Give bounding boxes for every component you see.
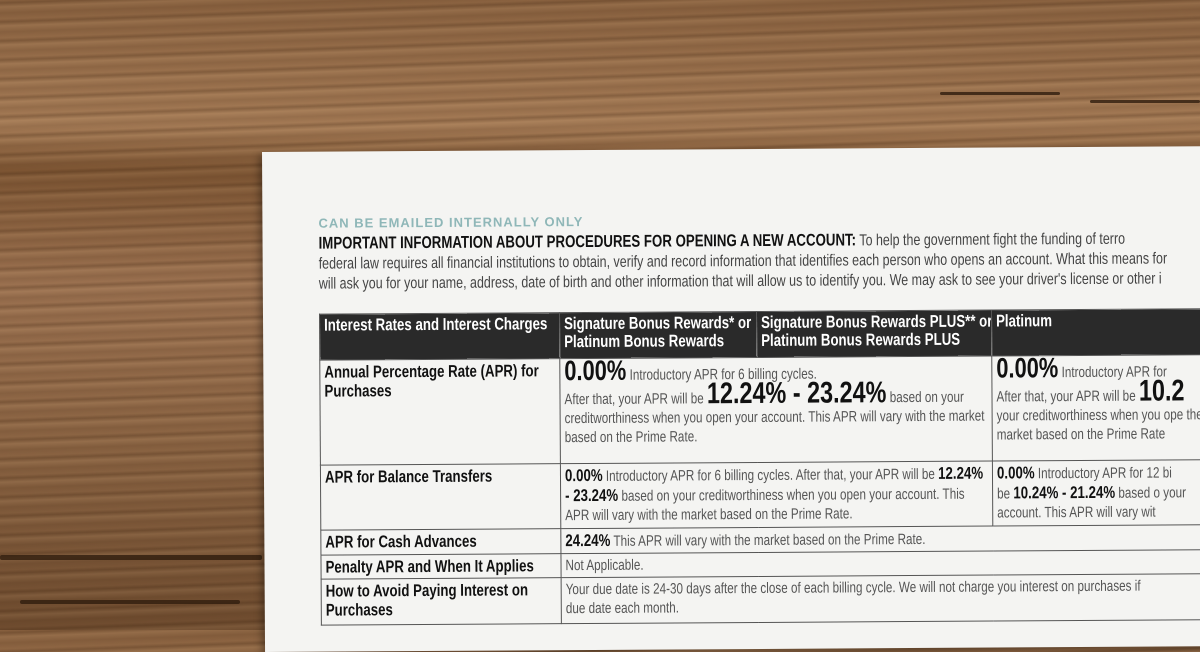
wood-grain: [940, 92, 1060, 95]
cell: 0.00% Introductory APR for After that, y…: [991, 354, 1200, 462]
intro-line: To help the government fight the funding…: [859, 230, 1126, 250]
internal-note: CAN BE EMAILED INTERNALLY ONLY: [318, 214, 584, 231]
table-row: APR for Balance Transfers 0.00% Introduc…: [320, 459, 1200, 531]
wood-grain: [0, 555, 262, 560]
intro-line: will ask you for your name, address, dat…: [318, 270, 1162, 293]
header-cell: Signature Bonus Rewards PLUS** or Platin…: [756, 310, 992, 358]
row-label: Penalty APR and When It Applies: [320, 553, 562, 580]
wood-grain: [20, 600, 240, 604]
table-row: How to Avoid Paying Interest on Purchase…: [321, 573, 1200, 626]
header-cell: Interest Rates and Interest Charges: [319, 312, 560, 361]
header-cell: Signature Bonus Rewards* or Platinum Bon…: [559, 311, 757, 359]
wood-grain: [1090, 100, 1200, 103]
intro-heading: IMPORTANT INFORMATION ABOUT PROCEDURES F…: [318, 230, 857, 253]
document-page: CAN BE EMAILED INTERNALLY ONLY IMPORTANT…: [262, 146, 1200, 652]
rates-table: Interest Rates and Interest Charges Sign…: [319, 308, 1200, 626]
cell: Your due date is 24-30 days after the cl…: [561, 573, 1200, 624]
row-label: APR for Cash Advances: [320, 528, 561, 556]
cell: 0.00% Introductory APR for 6 billing cyc…: [559, 356, 993, 464]
table-header-row: Interest Rates and Interest Charges Sign…: [319, 308, 1200, 361]
cell: 0.00% Introductory APR for 6 billing cyc…: [560, 461, 993, 529]
table-row: Annual Percentage Rate (APR) for Purchas…: [319, 354, 1200, 466]
cell: 24.24% This APR will vary with the marke…: [560, 524, 1200, 554]
row-label: How to Avoid Paying Interest on Purchase…: [321, 577, 562, 626]
intro-paragraph: IMPORTANT INFORMATION ABOUT PROCEDURES F…: [318, 227, 1200, 295]
row-label: Annual Percentage Rate (APR) for Purchas…: [319, 358, 561, 466]
row-label: APR for Balance Transfers: [320, 463, 561, 531]
cell: 0.00% Introductory APR for 12 bi be 10.2…: [992, 459, 1200, 527]
header-cell: Platinum: [991, 308, 1200, 357]
